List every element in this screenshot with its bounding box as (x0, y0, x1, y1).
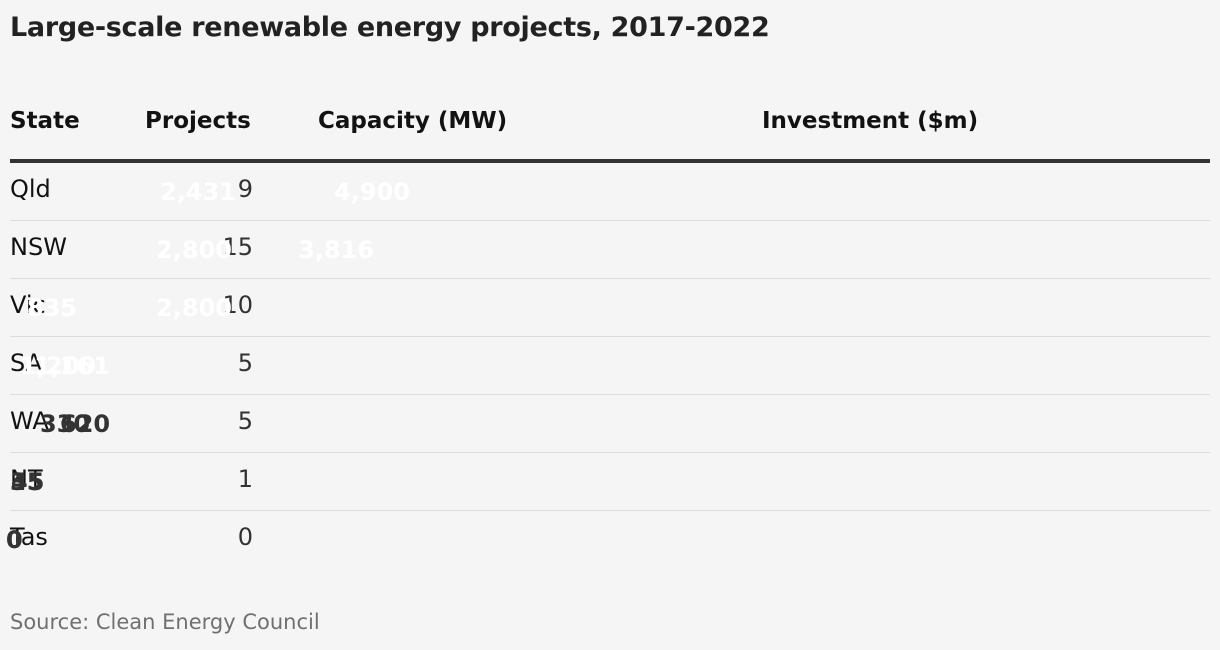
projects-cell: 0 (237, 523, 253, 551)
investment-value-label: 2,800 (156, 236, 232, 264)
row-divider (10, 452, 1210, 453)
table-row: NT 1 35 45 (0, 453, 1220, 511)
table-row: WA 5 330 620 (0, 395, 1220, 453)
investment-value-label: 4,900 (334, 178, 410, 206)
table-row: SA 5 1,161 1,200 (0, 337, 1220, 395)
state-cell: Qld (10, 175, 51, 203)
investment-value-label: 1,200 (20, 352, 96, 380)
table-row: Qld 9 2,431 4,900 (0, 163, 1220, 221)
state-cell: Tas (10, 523, 48, 551)
header-rule (10, 159, 1210, 163)
table-row: NSW 15 3,816 2,800 (0, 221, 1220, 279)
header-investment: Investment ($m) (762, 108, 979, 134)
header-state: State (10, 108, 80, 134)
row-divider (10, 510, 1210, 511)
capacity-value-label: 835 (26, 294, 77, 322)
state-cell: WA (10, 407, 49, 435)
row-divider (10, 220, 1210, 221)
header-projects: Projects (145, 108, 251, 134)
projects-cell: 1 (237, 465, 253, 493)
source-note: Source: Clean Energy Council (10, 610, 320, 634)
investment-bar (0, 462, 4, 501)
investment-value-label: 0 (6, 526, 23, 554)
state-cell: NSW (10, 233, 67, 261)
projects-cell: 15 (222, 233, 253, 261)
row-divider (10, 336, 1210, 337)
row-divider (10, 394, 1210, 395)
state-cell: SA (10, 349, 43, 377)
capacity-value-label: 3,816 (298, 236, 374, 264)
table-row: Tas 0 0 0 (0, 511, 1220, 569)
state-cell: NT (10, 465, 43, 493)
table-row: Vic 10 835 2,800 (0, 279, 1220, 337)
capacity-value-label: 35 (10, 468, 44, 496)
investment-value-label: 45 (11, 468, 45, 496)
state-cell: Vic (10, 291, 46, 319)
capacity-value-label: 2,431 (160, 178, 236, 206)
row-divider (10, 278, 1210, 279)
projects-cell: 10 (222, 291, 253, 319)
projects-cell: 5 (237, 349, 253, 377)
capacity-value-label: 1,161 (34, 352, 110, 380)
projects-cell: 9 (237, 175, 253, 203)
header-capacity: Capacity (MW) (318, 108, 508, 134)
investment-value-label: 2,800 (156, 294, 232, 322)
capacity-value-label: 330 (40, 410, 91, 438)
capacity-value-label: 0 (6, 526, 23, 554)
chart-title: Large-scale renewable energy projects, 2… (10, 12, 770, 43)
investment-bar (0, 404, 53, 443)
investment-value-label: 620 (60, 410, 111, 438)
projects-cell: 5 (237, 407, 253, 435)
